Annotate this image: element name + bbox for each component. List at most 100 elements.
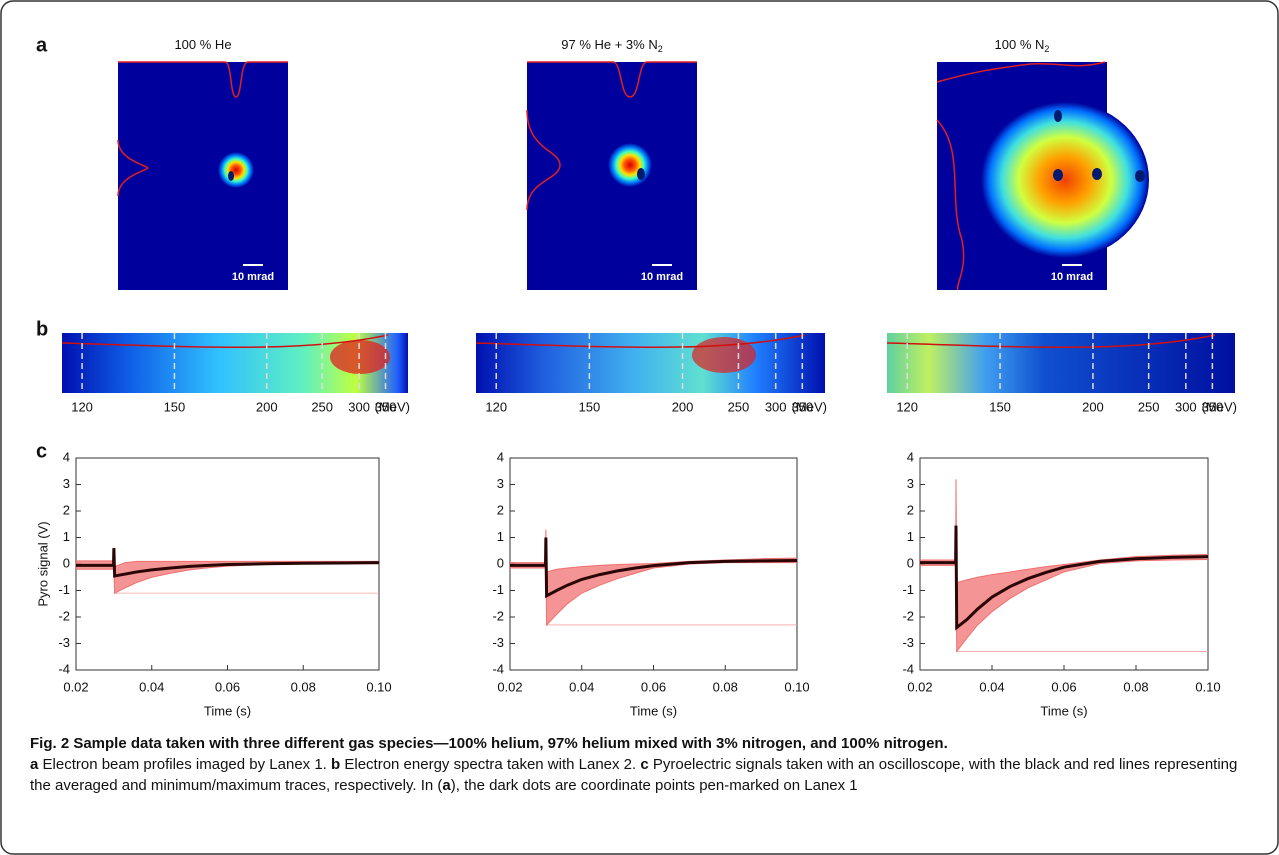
caption-text: Electron beam profiles imaged by Lanex 1… bbox=[38, 756, 332, 773]
x-tick-label: 0.04 bbox=[139, 679, 164, 694]
energy-tick-label: 350 bbox=[375, 399, 397, 414]
y-tick-label: 3 bbox=[497, 476, 504, 491]
panel-label: c bbox=[36, 440, 47, 462]
energy-tick-label: 250 bbox=[1138, 399, 1160, 414]
image-title: 100 % He bbox=[174, 37, 231, 52]
energy-tick-label: 350 bbox=[1202, 399, 1224, 414]
energy-tick-label: 120 bbox=[485, 399, 507, 414]
y-tick-label: 3 bbox=[907, 476, 914, 491]
average-line bbox=[510, 537, 798, 599]
energy-tick-label: 120 bbox=[896, 399, 918, 414]
y-tick-label: 1 bbox=[497, 529, 504, 544]
y-tick-label: -2 bbox=[58, 608, 70, 623]
x-tick-label: 0.04 bbox=[979, 679, 1004, 694]
energy-tick-label: 300 bbox=[1175, 399, 1197, 414]
profile-line bbox=[61, 334, 389, 349]
spectrum-image bbox=[887, 333, 1235, 393]
min-max-band bbox=[920, 479, 1208, 652]
y-tick-label: 2 bbox=[63, 502, 70, 517]
y-tick-label: 1 bbox=[63, 529, 70, 544]
energy-tick-label: 300 bbox=[765, 399, 787, 414]
energy-tick-label: 120 bbox=[71, 399, 93, 414]
profile-line bbox=[886, 334, 1216, 349]
x-tick-label: 0.04 bbox=[569, 679, 594, 694]
x-axis-title: Time (s) bbox=[204, 703, 251, 718]
profile-line bbox=[475, 334, 806, 349]
caption-text: a bbox=[442, 777, 451, 794]
min-max-line bbox=[920, 479, 1209, 584]
energy-tick-label: 350 bbox=[791, 399, 813, 414]
beam-images bbox=[117, 61, 1149, 291]
y-tick-label: -2 bbox=[492, 608, 504, 623]
energy-tick-label: 200 bbox=[1082, 399, 1104, 414]
y-tick-label: 0 bbox=[907, 555, 914, 570]
min-max-band bbox=[76, 548, 379, 594]
y-tick-label: -3 bbox=[492, 635, 504, 650]
y-tick-label: 0 bbox=[63, 555, 70, 570]
panel-label: a bbox=[36, 34, 48, 56]
y-tick-label: 0 bbox=[497, 555, 504, 570]
scale-bar-label: 10 mrad bbox=[1051, 271, 1093, 283]
y-tick-label: -1 bbox=[492, 582, 504, 597]
y-tick-label: -2 bbox=[902, 608, 914, 623]
x-tick-label: 0.02 bbox=[63, 679, 88, 694]
title-text: 100 % He bbox=[174, 37, 231, 52]
scale-bar-label: 10 mrad bbox=[641, 271, 683, 283]
y-tick-label: 4 bbox=[497, 449, 504, 464]
y-tick-label: -3 bbox=[58, 635, 70, 650]
caption-text: c bbox=[640, 756, 649, 773]
min-max-band bbox=[510, 529, 797, 625]
energy-tick-label: 150 bbox=[164, 399, 186, 414]
caption-text: a bbox=[30, 756, 39, 773]
energy-tick-label: 250 bbox=[728, 399, 750, 414]
x-tick-label: 0.10 bbox=[784, 679, 809, 694]
x-tick-label: 0.10 bbox=[366, 679, 391, 694]
x-tick-label: 0.08 bbox=[291, 679, 316, 694]
title-subscript: 2 bbox=[658, 44, 663, 54]
average-line bbox=[76, 548, 380, 578]
caption-body: a Electron beam profiles imaged by Lanex… bbox=[30, 754, 1255, 796]
x-tick-label: 0.06 bbox=[215, 679, 240, 694]
x-tick-label: 0.08 bbox=[1123, 679, 1148, 694]
energy-tick-label: 300 bbox=[348, 399, 370, 414]
y-tick-label: -3 bbox=[902, 635, 914, 650]
energy-unit: (MeV) bbox=[792, 399, 827, 414]
panel-label: b bbox=[36, 318, 48, 340]
energy-tick-label: 200 bbox=[256, 399, 278, 414]
title-subscript: 2 bbox=[1044, 44, 1049, 54]
caption-text: Electron energy spectra taken with Lanex… bbox=[340, 756, 641, 773]
caption-text: b bbox=[331, 756, 341, 773]
spectrum-peak bbox=[330, 340, 390, 374]
x-tick-label: 0.06 bbox=[1051, 679, 1076, 694]
y-tick-label: 1 bbox=[907, 529, 914, 544]
x-tick-label: 0.06 bbox=[641, 679, 666, 694]
x-tick-label: 0.10 bbox=[1195, 679, 1220, 694]
caption-text: Pyroelectric signals taken with an oscil… bbox=[30, 756, 1238, 794]
y-tick-label: -4 bbox=[58, 661, 70, 676]
y-tick-label: 4 bbox=[63, 449, 70, 464]
y-tick-label: -4 bbox=[902, 661, 914, 676]
y-tick-label: -1 bbox=[58, 582, 70, 597]
x-tick-label: 0.08 bbox=[713, 679, 738, 694]
spectrum-image bbox=[476, 333, 825, 393]
title-text: 97 % He + 3% N bbox=[561, 37, 657, 52]
energy-unit: (MeV) bbox=[375, 399, 410, 414]
scale-bar-label: 10 mrad bbox=[232, 271, 274, 283]
x-tick-label: 0.02 bbox=[907, 679, 932, 694]
energy-tick-label: 150 bbox=[989, 399, 1011, 414]
caption: Fig. 2 Sample data taken with three diff… bbox=[30, 733, 1255, 796]
energy-tick-label: 150 bbox=[579, 399, 601, 414]
energy-tick-label: 250 bbox=[311, 399, 333, 414]
average-line bbox=[920, 525, 1209, 631]
y-tick-label: -1 bbox=[902, 582, 914, 597]
spectrum-peak bbox=[692, 337, 756, 373]
energy-tick-label: 200 bbox=[672, 399, 694, 414]
title-text: 100 % N bbox=[995, 37, 1045, 52]
y-tick-label: 2 bbox=[907, 502, 914, 517]
y-tick-label: 4 bbox=[907, 449, 914, 464]
image-title: 100 % N2 bbox=[995, 37, 1050, 54]
energy-unit: (MeV) bbox=[1202, 399, 1237, 414]
x-axis-title: Time (s) bbox=[1040, 703, 1087, 718]
